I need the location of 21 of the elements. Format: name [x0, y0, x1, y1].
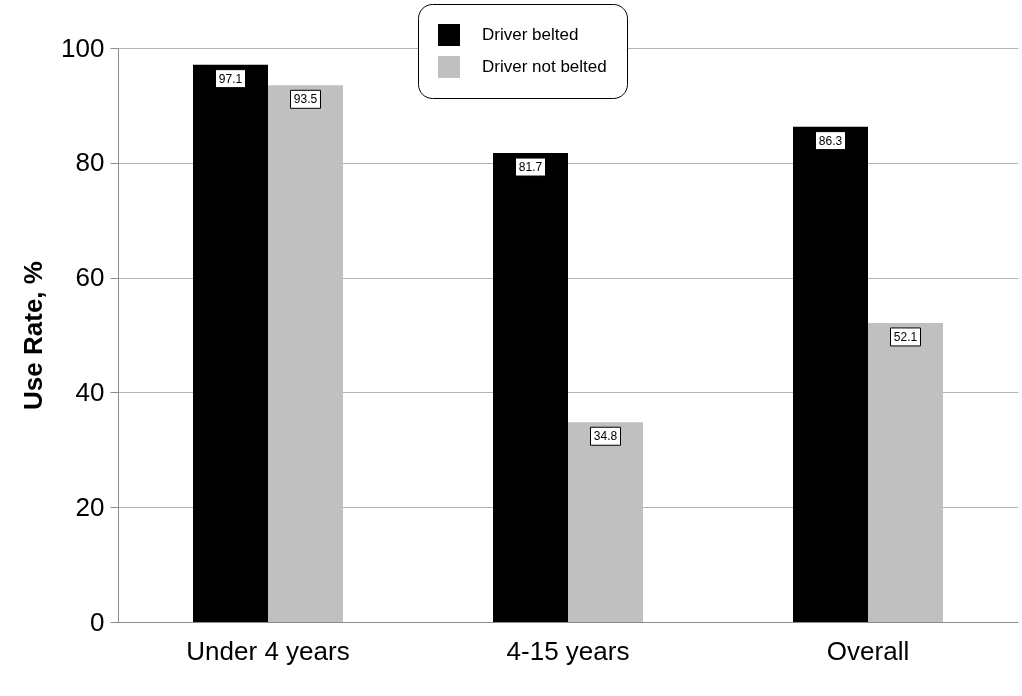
y-tick-label: 100	[61, 32, 105, 63]
x-tick-label: 4-15 years	[506, 635, 630, 666]
data-label: 86.3	[818, 133, 843, 148]
data-label: 34.8	[593, 429, 618, 444]
x-tick-label: Overall	[826, 635, 910, 666]
data-label: 81.7	[518, 160, 543, 175]
data-label: 93.5	[293, 92, 318, 107]
data-label: 97.1	[218, 71, 243, 86]
legend-label: Driver not belted	[482, 57, 607, 76]
legend-label: Driver belted	[482, 25, 579, 44]
y-axis-title: Use Rate, %	[18, 261, 49, 410]
y-tick-label: 0	[90, 606, 105, 637]
data-label: 52.1	[893, 329, 918, 344]
bar	[793, 126, 868, 622]
y-tick-label: 60	[75, 262, 105, 293]
y-tick-label: 80	[75, 147, 105, 178]
bar	[193, 64, 268, 622]
y-tick-label: 40	[75, 376, 105, 407]
x-tick-label: Under 4 years	[186, 635, 350, 666]
y-tick-label: 20	[75, 491, 105, 522]
bar	[493, 153, 568, 622]
